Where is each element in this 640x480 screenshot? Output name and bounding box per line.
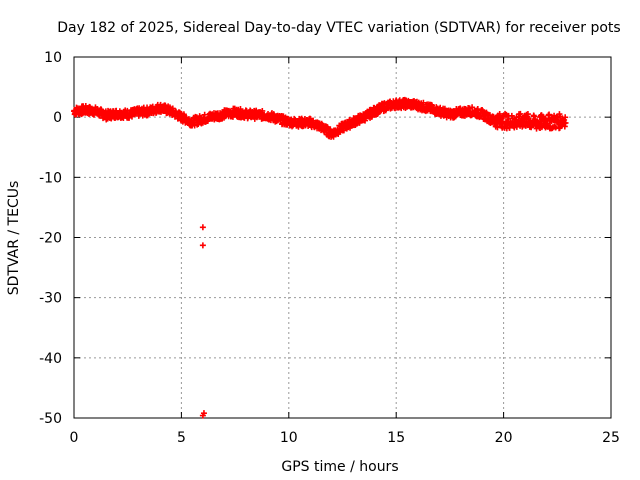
- y-tick-label: 0: [53, 110, 62, 126]
- y-tick-label: -10: [39, 170, 62, 186]
- y-axis-label: SDTVAR / TECUs: [6, 181, 22, 296]
- y-tick-label: -20: [39, 231, 62, 247]
- y-tick-label: -30: [39, 291, 62, 307]
- data-point: [420, 99, 427, 106]
- data-point: [199, 224, 206, 231]
- y-axis: 10 0 -10 -20 -30 -40 -50: [39, 50, 611, 427]
- chart-title: Day 182 of 2025, Sidereal Day-to-day VTE…: [57, 20, 620, 36]
- x-tick-label: 5: [177, 430, 186, 446]
- x-tick-label: 15: [387, 430, 405, 446]
- data-point: [200, 410, 207, 417]
- data-points: [71, 96, 569, 419]
- y-tick-label: -40: [39, 351, 62, 367]
- y-tick-label: 10: [44, 50, 62, 66]
- x-axis-label: GPS time / hours: [281, 459, 398, 475]
- x-tick-label: 25: [602, 430, 620, 446]
- x-tick-label: 20: [495, 430, 513, 446]
- data-point: [237, 106, 244, 113]
- x-tick-label: 10: [280, 430, 298, 446]
- x-axis: 0 5 10 15 20 25: [70, 57, 620, 446]
- data-point: [517, 110, 524, 117]
- data-point: [199, 242, 206, 249]
- y-tick-label: -50: [39, 411, 62, 427]
- data-point: [562, 119, 569, 126]
- data-point: [562, 114, 569, 121]
- x-tick-label: 0: [70, 430, 79, 446]
